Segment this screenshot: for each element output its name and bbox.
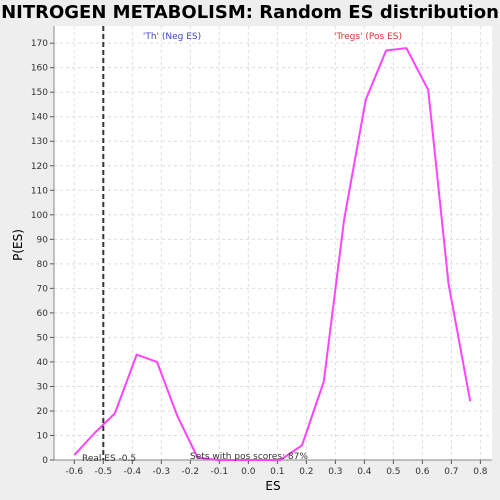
x-tick-label: 0.7 [444, 467, 458, 477]
y-tick-label: 80 [37, 260, 49, 270]
neg-es-label: 'Th' (Neg ES) [143, 32, 201, 42]
pos-es-label: 'Tregs' (Pos ES) [334, 32, 402, 42]
y-tick-label: 160 [31, 64, 48, 74]
y-tick-label: 30 [37, 382, 49, 392]
x-tick-label: 0.5 [386, 467, 400, 477]
y-tick-label: 20 [37, 407, 49, 417]
x-tick-label: 0.6 [415, 467, 430, 477]
axes: -0.6 -0.5 -0.4 -0.3 -0.2 -0.1 0.0 0.1 0.2 0.3 0.4 0… [31, 26, 492, 477]
y-tick-label: 90 [37, 235, 49, 245]
x-tick-label: 0.2 [299, 467, 313, 477]
x-tick-label: -0.4 [124, 467, 142, 477]
x-tick-label: 0.8 [473, 467, 488, 477]
y-tick-label: 70 [37, 284, 49, 294]
series-group [73, 47, 472, 461]
y-tick-label: 50 [37, 333, 49, 343]
x-tick-label: 0.4 [357, 467, 372, 477]
x-axis-label: ES [265, 479, 280, 493]
x-tick-label: 0.0 [241, 467, 256, 477]
x-tick-label: 0.3 [328, 467, 342, 477]
plot-area [54, 26, 492, 460]
y-tick-label: 130 [31, 137, 48, 147]
x-tick-label: -0.6 [66, 467, 84, 477]
y-tick-label: 150 [31, 88, 48, 98]
y-tick-label: 60 [37, 309, 49, 319]
y-tick-label: 110 [31, 186, 48, 196]
y-tick-label: 10 [37, 431, 49, 441]
pos-scores-label: Sets with pos scores: 87% [190, 452, 308, 462]
y-tick-label: 120 [31, 162, 48, 172]
real-es-label: Real ES -0.5 [82, 454, 136, 464]
x-tick-label: -0.1 [211, 467, 229, 477]
y-tick-label: 0 [42, 456, 48, 466]
y-axis-label: P(ES) [11, 229, 25, 261]
x-tick-label: -0.2 [182, 467, 200, 477]
series-line [73, 47, 472, 461]
y-tick-label: 100 [31, 211, 48, 221]
x-tick-label: -0.5 [95, 467, 113, 477]
chart-title: NITROGEN METABOLISM: Random ES distribut… [1, 2, 499, 23]
y-tick-label: 140 [31, 113, 48, 123]
y-tick-label: 170 [31, 39, 48, 49]
y-tick-label: 40 [37, 358, 49, 368]
grid-lines [54, 26, 492, 461]
x-tick-label: 0.1 [270, 467, 284, 477]
x-tick-label: -0.3 [153, 467, 171, 477]
